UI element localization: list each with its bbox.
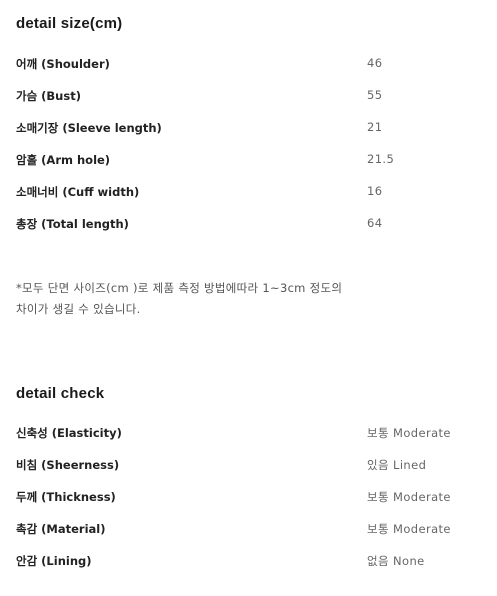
size-value: 16 bbox=[367, 184, 383, 198]
size-value: 64 bbox=[367, 216, 383, 230]
size-row-cuff-width: 소매너비 (Cuff width) 16 bbox=[16, 184, 456, 202]
check-label: 신축성 (Elasticity) bbox=[16, 426, 122, 440]
check-label: 두께 (Thickness) bbox=[16, 490, 116, 504]
size-value: 46 bbox=[367, 56, 383, 70]
check-row-material: 촉감 (Material) 보통 Moderate bbox=[16, 521, 456, 539]
measurement-note: *모두 단면 사이즈(cm )로 제품 측정 방법에따라 1~3cm 정도의 차… bbox=[16, 278, 416, 320]
size-label: 어깨 (Shoulder) bbox=[16, 57, 110, 71]
check-row-thickness: 두께 (Thickness) 보통 Moderate bbox=[16, 489, 456, 507]
check-row-lining: 안감 (Lining) 없음 None bbox=[16, 553, 456, 571]
size-label: 소매너비 (Cuff width) bbox=[16, 185, 140, 199]
size-label: 총장 (Total length) bbox=[16, 217, 129, 231]
size-label: 가슴 (Bust) bbox=[16, 89, 81, 103]
check-value: 있음 Lined bbox=[367, 458, 427, 472]
note-line: *모두 단면 사이즈(cm )로 제품 측정 방법에따라 1~3cm 정도의 bbox=[16, 281, 343, 295]
note-line: 차이가 생길 수 있습니다. bbox=[16, 302, 141, 316]
size-value: 21.5 bbox=[367, 152, 395, 166]
check-row-elasticity: 신축성 (Elasticity) 보통 Moderate bbox=[16, 425, 456, 443]
size-row-shoulder: 어깨 (Shoulder) 46 bbox=[16, 56, 456, 74]
size-row-total-length: 총장 (Total length) 64 bbox=[16, 216, 456, 234]
check-label: 안감 (Lining) bbox=[16, 554, 92, 568]
size-label: 소매기장 (Sleeve length) bbox=[16, 121, 162, 135]
size-value: 21 bbox=[367, 120, 383, 134]
check-value: 보통 Moderate bbox=[367, 522, 451, 536]
size-label: 암홀 (Arm hole) bbox=[16, 153, 111, 167]
check-section-title: detail check bbox=[16, 385, 105, 402]
check-row-sheerness: 비침 (Sheerness) 있음 Lined bbox=[16, 457, 456, 475]
size-row-arm-hole: 암홀 (Arm hole) 21.5 bbox=[16, 152, 456, 170]
check-value: 보통 Moderate bbox=[367, 426, 451, 440]
check-value: 보통 Moderate bbox=[367, 490, 451, 504]
check-value: 없음 None bbox=[367, 554, 425, 568]
size-section-title: detail size(cm) bbox=[16, 15, 123, 32]
check-label: 촉감 (Material) bbox=[16, 522, 106, 536]
size-row-sleeve-length: 소매기장 (Sleeve length) 21 bbox=[16, 120, 456, 138]
size-value: 55 bbox=[367, 88, 383, 102]
size-row-bust: 가슴 (Bust) 55 bbox=[16, 88, 456, 106]
check-label: 비침 (Sheerness) bbox=[16, 458, 120, 472]
